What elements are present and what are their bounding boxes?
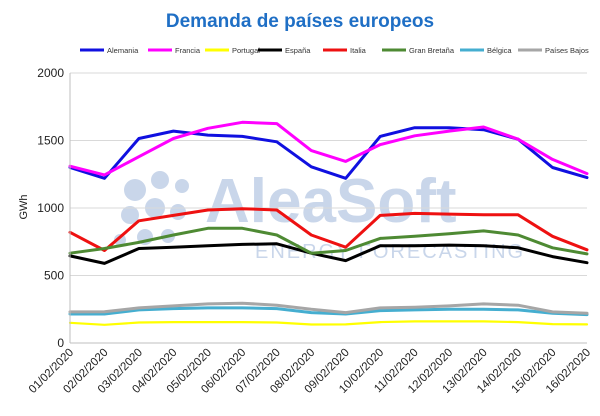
y-tick-label: 500: [44, 269, 64, 283]
legend: Alemania Francia Portugal España Italia Gran …: [80, 46, 589, 55]
y-tick-label: 1000: [37, 201, 64, 215]
y-tick-label: 1500: [37, 134, 64, 148]
y-tick-label: 2000: [37, 66, 64, 80]
legend-label: Francia: [175, 46, 201, 55]
watermark-brand: AleaSoft: [205, 167, 456, 236]
series-line-4: [68, 207, 589, 252]
series-line-5: [68, 226, 589, 256]
series-line-2: [68, 320, 589, 326]
series-line-7: [68, 301, 589, 315]
legend-label: Portugal: [232, 46, 260, 55]
legend-label: Italia: [350, 46, 367, 55]
series-line-3: [68, 242, 589, 265]
legend-label: Bélgica: [487, 46, 512, 55]
y-axis-ticks: 0 500 1000 1500 2000: [37, 66, 64, 350]
chart-title: Demanda de países europeos: [166, 11, 434, 32]
legend-label: Gran Bretaña: [409, 46, 455, 55]
legend-label: Países Bajos: [545, 46, 589, 55]
legend-label: Alemania: [107, 46, 139, 55]
axes: [69, 73, 587, 344]
y-axis-title: GWh: [18, 194, 30, 219]
series-line-6: [68, 306, 589, 317]
gridlines: [70, 72, 587, 276]
series-line-1: [68, 120, 589, 177]
x-axis-ticks: 01/02/202002/02/202003/02/202004/02/2020…: [27, 347, 593, 396]
y-tick-label: 0: [57, 336, 64, 350]
series-lines: [68, 120, 589, 326]
legend-label: España: [285, 46, 311, 55]
